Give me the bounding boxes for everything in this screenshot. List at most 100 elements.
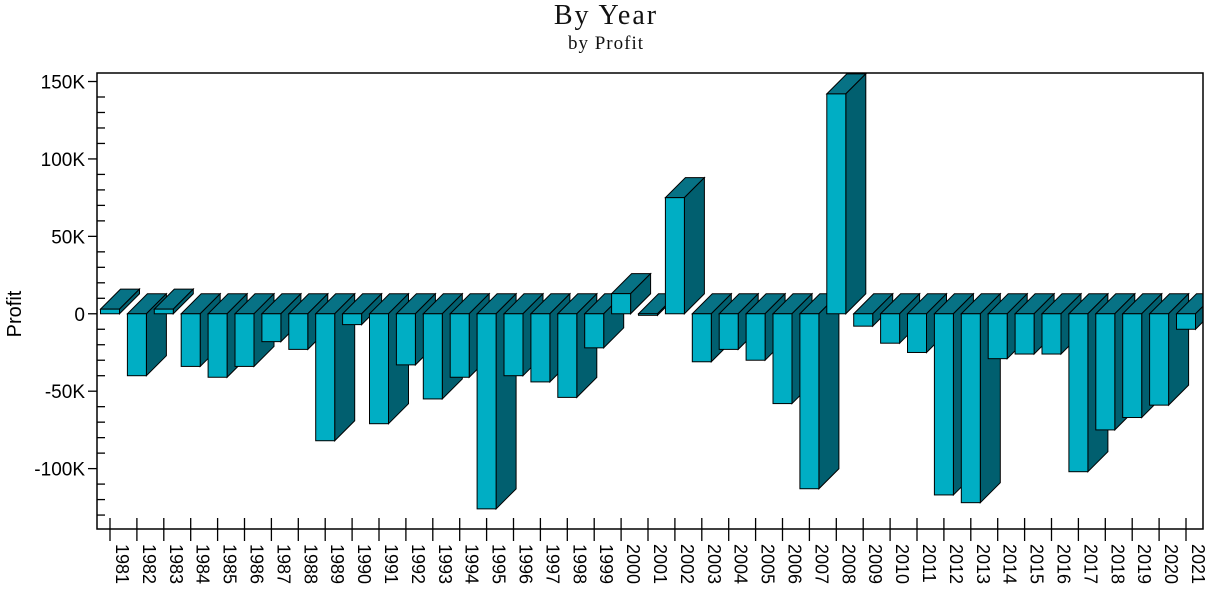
plot-frame bbox=[96, 72, 1204, 530]
x-label-2009: 2009 bbox=[865, 544, 885, 584]
bar-1983[interactable] bbox=[153, 287, 195, 315]
chart-title: By Year bbox=[553, 0, 659, 31]
y-tick-label-150K: 150K bbox=[41, 73, 86, 94]
bar-front-face bbox=[234, 313, 255, 367]
bar-front-face bbox=[315, 313, 336, 442]
bar-front-face bbox=[476, 313, 497, 510]
bar-front-face bbox=[261, 313, 282, 343]
x-label-1984: 1984 bbox=[193, 544, 213, 584]
x-label-1999: 1999 bbox=[596, 544, 616, 584]
bar-front-face bbox=[638, 313, 658, 316]
bar-front-face bbox=[1149, 313, 1170, 406]
bar-front-face bbox=[960, 313, 981, 504]
bar-2009[interactable] bbox=[852, 292, 894, 328]
x-label-1983: 1983 bbox=[166, 544, 186, 584]
x-label-1992: 1992 bbox=[408, 544, 428, 584]
y-tick-label-50K: 50K bbox=[51, 227, 85, 248]
bar-front-face bbox=[530, 313, 551, 383]
x-label-2015: 2015 bbox=[1027, 544, 1047, 584]
bar-front-face bbox=[799, 313, 820, 490]
bar-2010[interactable] bbox=[879, 292, 921, 345]
x-label-1987: 1987 bbox=[273, 544, 293, 584]
bar-front-face bbox=[745, 313, 766, 361]
bar-1989[interactable] bbox=[314, 292, 356, 442]
bar-front-face bbox=[933, 313, 954, 496]
x-label-1995: 1995 bbox=[489, 544, 509, 584]
bar-front-face bbox=[611, 293, 632, 315]
x-label-2001: 2001 bbox=[650, 544, 670, 584]
x-label-2004: 2004 bbox=[731, 544, 751, 584]
y-tick-label-0: 0 bbox=[74, 305, 85, 326]
bar-2008[interactable] bbox=[825, 73, 868, 315]
bar-front-face bbox=[100, 308, 120, 315]
x-label-1989: 1989 bbox=[327, 544, 347, 584]
bar-1990[interactable] bbox=[341, 292, 383, 326]
x-label-2008: 2008 bbox=[838, 544, 858, 584]
x-label-1991: 1991 bbox=[381, 544, 401, 584]
bar-front-face bbox=[880, 313, 901, 344]
bar-front-face bbox=[1014, 313, 1035, 355]
x-label-2011: 2011 bbox=[919, 544, 939, 583]
bar-2000[interactable] bbox=[610, 272, 652, 315]
x-label-2021: 2021 bbox=[1188, 544, 1208, 584]
bar-front-face bbox=[853, 313, 874, 327]
bar-front-face bbox=[395, 313, 416, 366]
bar-front-face bbox=[207, 313, 228, 378]
chart-subtitle: by Profit bbox=[567, 33, 645, 54]
bar-2013[interactable] bbox=[960, 292, 1002, 504]
bar-front-face bbox=[180, 313, 201, 367]
bar-front-face bbox=[557, 313, 578, 398]
bar-front-face bbox=[1122, 313, 1143, 419]
x-label-2013: 2013 bbox=[973, 544, 993, 584]
x-label-2007: 2007 bbox=[811, 544, 831, 584]
bar-front-face bbox=[664, 197, 685, 315]
x-label-2019: 2019 bbox=[1134, 544, 1154, 584]
x-label-2012: 2012 bbox=[946, 544, 966, 584]
x-label-2016: 2016 bbox=[1054, 544, 1074, 584]
x-label-1996: 1996 bbox=[516, 544, 536, 584]
x-label-2020: 2020 bbox=[1161, 544, 1181, 584]
bar-front-face bbox=[907, 313, 927, 353]
bar-2020[interactable] bbox=[1148, 292, 1190, 407]
x-label-1985: 1985 bbox=[220, 544, 240, 584]
bar-front-face bbox=[1095, 313, 1116, 431]
x-label-2005: 2005 bbox=[758, 544, 778, 584]
y-tick-label-100K: 100K bbox=[41, 150, 86, 171]
x-label-2000: 2000 bbox=[623, 544, 643, 584]
x-label-2017: 2017 bbox=[1080, 544, 1100, 584]
bar-front-face bbox=[369, 313, 389, 425]
x-label-1988: 1988 bbox=[300, 544, 320, 584]
bar-1987[interactable] bbox=[260, 292, 303, 343]
bar-front-face bbox=[449, 313, 470, 378]
x-label-1994: 1994 bbox=[462, 544, 482, 584]
bar-front-face bbox=[1068, 313, 1089, 473]
x-label-2003: 2003 bbox=[704, 544, 724, 584]
bar-front-face bbox=[772, 313, 793, 405]
bar-front-face bbox=[126, 313, 147, 377]
bar-2021[interactable] bbox=[1175, 293, 1212, 331]
bar-side-face bbox=[683, 176, 705, 315]
bar-front-face bbox=[288, 313, 309, 350]
bar-front-face bbox=[503, 313, 524, 377]
bar-front-face bbox=[718, 313, 739, 350]
x-label-1993: 1993 bbox=[435, 544, 455, 584]
bar-1981[interactable] bbox=[99, 287, 141, 315]
bar-2007[interactable] bbox=[798, 292, 841, 490]
x-label-2006: 2006 bbox=[785, 544, 805, 584]
x-label-1981: 1981 bbox=[112, 544, 132, 584]
bar-side-face bbox=[845, 73, 867, 315]
bar-front-face bbox=[691, 313, 712, 363]
x-label-1986: 1986 bbox=[247, 544, 267, 584]
bar-2002[interactable] bbox=[664, 176, 706, 315]
bar-front-face bbox=[987, 313, 1008, 360]
x-label-2002: 2002 bbox=[677, 544, 697, 584]
x-label-2018: 2018 bbox=[1107, 544, 1127, 584]
bar-front-face bbox=[342, 313, 363, 326]
bar-front-face bbox=[826, 93, 847, 315]
x-label-1982: 1982 bbox=[139, 544, 159, 584]
x-label-2010: 2010 bbox=[892, 544, 912, 584]
x-label-2014: 2014 bbox=[1000, 544, 1020, 584]
x-label-1998: 1998 bbox=[569, 544, 589, 584]
y-tick-label--50K: -50K bbox=[45, 382, 85, 403]
